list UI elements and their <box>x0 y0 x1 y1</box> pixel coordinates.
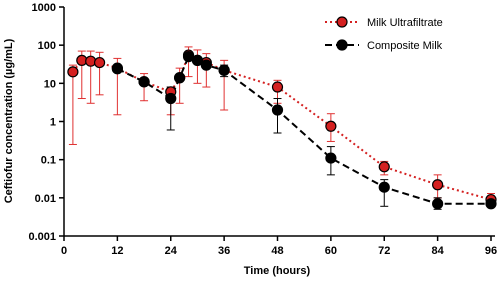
legend-label: Milk Ultrafiltrate <box>367 17 443 29</box>
x-tick-label: 96 <box>485 245 497 257</box>
data-point <box>271 104 284 116</box>
legend-label: Composite Milk <box>367 40 443 52</box>
y-tick-label: 0.01 <box>35 193 56 205</box>
series-line <box>72 53 492 201</box>
data-point <box>138 76 150 88</box>
x-tick-label: 60 <box>325 245 337 257</box>
y-tick-label: 1 <box>50 117 56 129</box>
data-point <box>378 181 390 193</box>
x-tick-label: 0 <box>61 245 67 257</box>
y-tick-label: 1000 <box>32 2 56 14</box>
data-point <box>191 54 204 66</box>
data-point <box>271 81 284 93</box>
x-axis-title: Time (hours) <box>244 265 311 277</box>
x-tick-label: 84 <box>432 245 445 257</box>
legend-marker <box>336 39 348 51</box>
x-tick-label: 24 <box>165 245 178 257</box>
data-point <box>93 56 106 69</box>
data-point <box>111 63 123 75</box>
x-tick-label: 12 <box>111 245 123 257</box>
legend-marker <box>336 16 348 28</box>
data-point <box>165 92 177 105</box>
y-tick-label: 0.001 <box>28 231 56 243</box>
data-point <box>325 152 337 164</box>
data-point <box>432 198 444 210</box>
error-bar <box>273 98 282 134</box>
data-point <box>67 66 79 78</box>
data-point <box>174 72 186 84</box>
data-point <box>325 120 337 132</box>
data-point <box>378 161 390 173</box>
y-tick-label: 0.1 <box>41 155 56 167</box>
data-point <box>432 179 444 191</box>
data-point <box>218 64 230 76</box>
y-axis-title: Ceftiofur concentration (µg/mL) <box>3 38 15 203</box>
y-tick-label: 100 <box>38 40 56 52</box>
x-tick-label: 48 <box>271 245 283 257</box>
x-tick-label: 72 <box>378 245 390 257</box>
x-tick-label: 36 <box>218 245 230 257</box>
error-bar <box>68 64 77 145</box>
data-point <box>485 198 497 210</box>
data-point <box>200 59 212 71</box>
y-tick-label: 10 <box>44 78 56 90</box>
